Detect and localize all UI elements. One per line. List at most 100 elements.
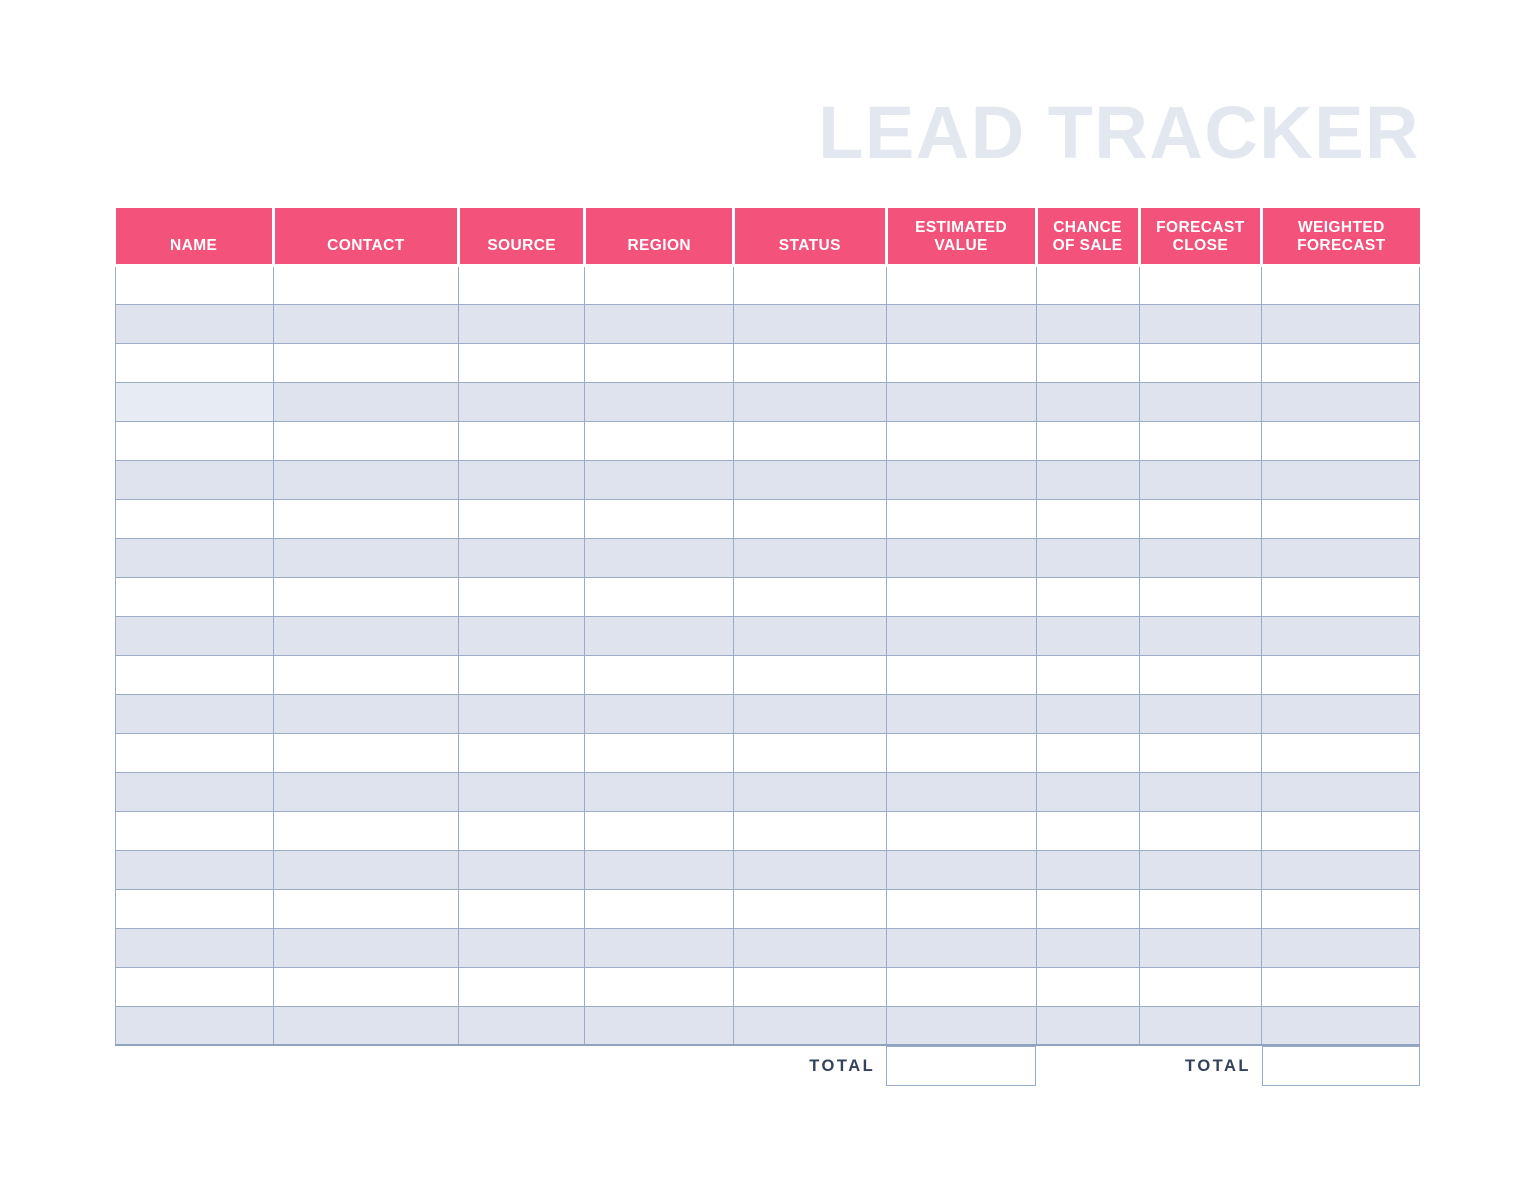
table-cell-estimated-value[interactable] (885, 381, 1037, 422)
table-cell-estimated-value[interactable] (885, 420, 1037, 461)
table-cell-name[interactable] (115, 966, 274, 1007)
table-cell-source[interactable] (457, 420, 586, 461)
table-cell-source[interactable] (457, 849, 586, 890)
table-cell-source[interactable] (457, 576, 586, 617)
table-cell-name[interactable] (115, 771, 274, 812)
table-cell-forecast-close[interactable] (1138, 888, 1263, 929)
table-cell-name[interactable] (115, 264, 274, 305)
table-cell-estimated-value[interactable] (885, 1005, 1037, 1046)
table-cell-source[interactable] (457, 927, 586, 968)
table-cell-weighted-forecast[interactable] (1261, 1005, 1420, 1046)
table-cell-status[interactable] (733, 537, 887, 578)
table-cell-chance-of-sale[interactable] (1035, 849, 1140, 890)
table-cell-source[interactable] (457, 381, 586, 422)
table-cell-weighted-forecast[interactable] (1261, 498, 1420, 539)
table-cell-weighted-forecast[interactable] (1261, 654, 1420, 695)
table-cell-contact[interactable] (272, 771, 459, 812)
table-cell-region[interactable] (584, 537, 735, 578)
table-cell-weighted-forecast[interactable] (1261, 303, 1420, 344)
table-cell-status[interactable] (733, 381, 887, 422)
table-cell-status[interactable] (733, 654, 887, 695)
table-cell-region[interactable] (584, 966, 735, 1007)
table-cell-region[interactable] (584, 732, 735, 773)
table-cell-region[interactable] (584, 420, 735, 461)
table-cell-forecast-close[interactable] (1138, 537, 1263, 578)
table-cell-contact[interactable] (272, 654, 459, 695)
table-cell-contact[interactable] (272, 1005, 459, 1046)
table-cell-weighted-forecast[interactable] (1261, 849, 1420, 890)
table-cell-status[interactable] (733, 1005, 887, 1046)
table-cell-name[interactable] (115, 576, 274, 617)
table-cell-estimated-value[interactable] (885, 810, 1037, 851)
table-cell-forecast-close[interactable] (1138, 966, 1263, 1007)
table-cell-name[interactable] (115, 459, 274, 500)
table-cell-weighted-forecast[interactable] (1261, 537, 1420, 578)
table-cell-forecast-close[interactable] (1138, 342, 1263, 383)
table-cell-estimated-value[interactable] (885, 888, 1037, 929)
table-cell-source[interactable] (457, 264, 586, 305)
table-cell-weighted-forecast[interactable] (1261, 927, 1420, 968)
table-cell-chance-of-sale[interactable] (1035, 654, 1140, 695)
table-cell-name[interactable] (115, 927, 274, 968)
table-cell-name[interactable] (115, 303, 274, 344)
table-cell-name[interactable] (115, 732, 274, 773)
table-cell-status[interactable] (733, 732, 887, 773)
table-cell-contact[interactable] (272, 615, 459, 656)
table-cell-status[interactable] (733, 849, 887, 890)
table-cell-status[interactable] (733, 576, 887, 617)
table-cell-name[interactable] (115, 537, 274, 578)
table-cell-weighted-forecast[interactable] (1261, 693, 1420, 734)
table-cell-estimated-value[interactable] (885, 693, 1037, 734)
table-cell-source[interactable] (457, 888, 586, 929)
table-cell-region[interactable] (584, 381, 735, 422)
table-cell-name[interactable] (115, 654, 274, 695)
table-cell-name[interactable] (115, 615, 274, 656)
total-value-estimated-value[interactable] (886, 1046, 1037, 1086)
table-cell-forecast-close[interactable] (1138, 303, 1263, 344)
table-cell-source[interactable] (457, 498, 586, 539)
table-cell-forecast-close[interactable] (1138, 810, 1263, 851)
table-cell-source[interactable] (457, 693, 586, 734)
table-cell-region[interactable] (584, 303, 735, 344)
table-cell-status[interactable] (733, 498, 887, 539)
table-cell-source[interactable] (457, 537, 586, 578)
table-cell-status[interactable] (733, 615, 887, 656)
table-cell-contact[interactable] (272, 966, 459, 1007)
table-cell-source[interactable] (457, 342, 586, 383)
table-cell-name[interactable] (115, 1005, 274, 1046)
table-cell-estimated-value[interactable] (885, 342, 1037, 383)
table-cell-contact[interactable] (272, 732, 459, 773)
table-cell-name[interactable] (115, 810, 274, 851)
table-cell-region[interactable] (584, 1005, 735, 1046)
table-cell-chance-of-sale[interactable] (1035, 342, 1140, 383)
table-cell-forecast-close[interactable] (1138, 693, 1263, 734)
table-cell-estimated-value[interactable] (885, 849, 1037, 890)
table-cell-estimated-value[interactable] (885, 732, 1037, 773)
table-cell-weighted-forecast[interactable] (1261, 615, 1420, 656)
table-cell-region[interactable] (584, 615, 735, 656)
table-cell-status[interactable] (733, 264, 887, 305)
table-cell-weighted-forecast[interactable] (1261, 966, 1420, 1007)
table-cell-chance-of-sale[interactable] (1035, 810, 1140, 851)
table-cell-estimated-value[interactable] (885, 615, 1037, 656)
total-value-weighted-forecast[interactable] (1262, 1046, 1420, 1086)
table-cell-chance-of-sale[interactable] (1035, 732, 1140, 773)
table-cell-source[interactable] (457, 732, 586, 773)
table-cell-forecast-close[interactable] (1138, 498, 1263, 539)
table-cell-contact[interactable] (272, 537, 459, 578)
table-cell-status[interactable] (733, 888, 887, 929)
table-cell-estimated-value[interactable] (885, 966, 1037, 1007)
table-cell-name[interactable] (115, 420, 274, 461)
table-cell-estimated-value[interactable] (885, 654, 1037, 695)
table-cell-chance-of-sale[interactable] (1035, 420, 1140, 461)
table-cell-contact[interactable] (272, 264, 459, 305)
table-cell-source[interactable] (457, 459, 586, 500)
table-cell-source[interactable] (457, 615, 586, 656)
table-cell-weighted-forecast[interactable] (1261, 459, 1420, 500)
table-cell-forecast-close[interactable] (1138, 732, 1263, 773)
table-cell-source[interactable] (457, 654, 586, 695)
table-cell-region[interactable] (584, 888, 735, 929)
table-cell-status[interactable] (733, 966, 887, 1007)
table-cell-contact[interactable] (272, 849, 459, 890)
table-cell-contact[interactable] (272, 693, 459, 734)
